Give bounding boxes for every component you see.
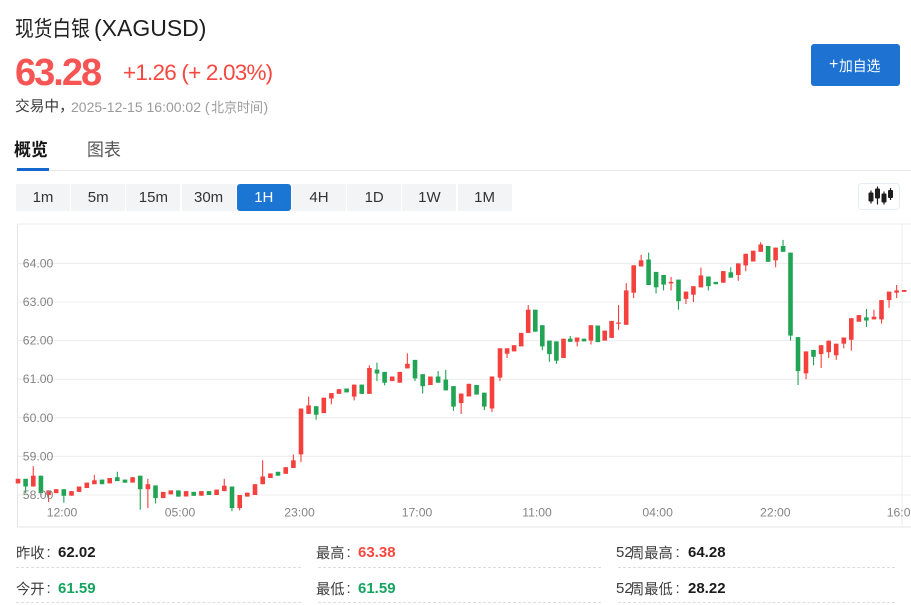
svg-text:22:00: 22:00 xyxy=(760,506,791,520)
svg-text:12:00: 12:00 xyxy=(47,506,78,520)
svg-text:17:00: 17:00 xyxy=(402,506,433,520)
svg-text:60.00: 60.00 xyxy=(23,411,54,425)
svg-text:58.00: 58.00 xyxy=(23,488,54,502)
svg-text:16:00: 16:00 xyxy=(887,506,911,520)
svg-text:23:00: 23:00 xyxy=(284,506,315,520)
svg-text:11:00: 11:00 xyxy=(522,506,552,520)
svg-text:05:00: 05:00 xyxy=(165,506,196,520)
svg-text:59.00: 59.00 xyxy=(23,449,54,463)
svg-text:63.00: 63.00 xyxy=(23,295,54,309)
svg-text:64.00: 64.00 xyxy=(23,256,54,270)
svg-text:04:00: 04:00 xyxy=(642,506,673,520)
svg-text:61.00: 61.00 xyxy=(23,372,54,386)
svg-text:62.00: 62.00 xyxy=(23,334,54,348)
